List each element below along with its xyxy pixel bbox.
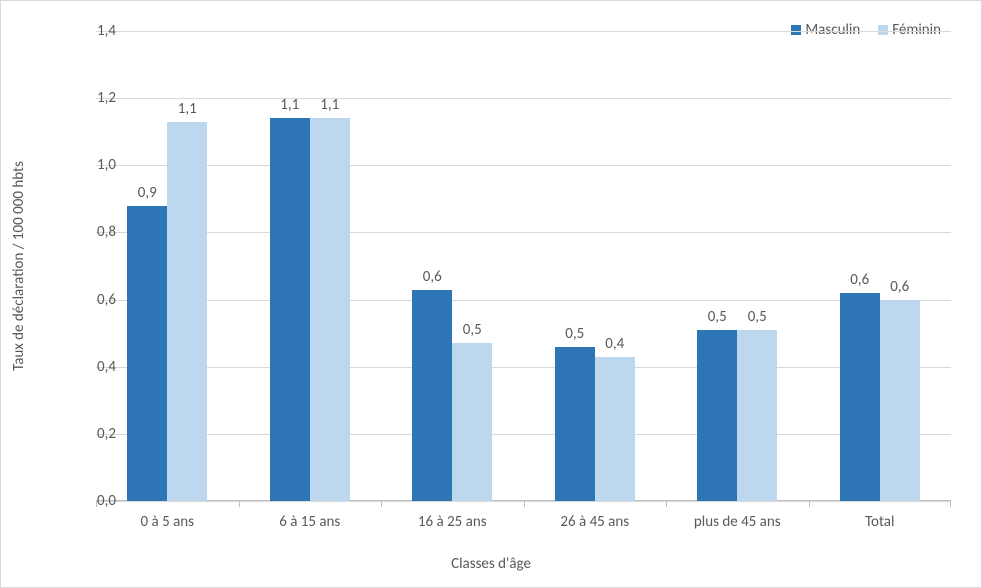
x-axis-title: Classes d'âge bbox=[451, 555, 531, 573]
bar-value-label: 0,6 bbox=[850, 271, 869, 289]
bar: 0,6 bbox=[412, 290, 452, 502]
bar-value-label: 0,6 bbox=[423, 268, 442, 286]
x-tick-mark bbox=[666, 501, 667, 507]
bar-value-label: 0,6 bbox=[890, 278, 909, 296]
y-tick-label: 1,2 bbox=[76, 89, 116, 107]
bar-value-label: 0,9 bbox=[138, 184, 157, 202]
y-tick-label: 0,0 bbox=[76, 492, 116, 510]
x-tick-label: 26 à 45 ans bbox=[560, 513, 629, 531]
x-tick-label: Total bbox=[865, 513, 894, 531]
plot-area: 0,91,10 à 5 ans1,11,16 à 15 ans0,60,516 … bbox=[96, 31, 951, 501]
bar-value-label: 0,4 bbox=[605, 335, 624, 353]
x-tick-label: 6 à 15 ans bbox=[279, 513, 340, 531]
x-tick-label: plus de 45 ans bbox=[694, 513, 781, 531]
bar-group: 0,91,10 à 5 ans bbox=[96, 31, 239, 501]
bar: 0,5 bbox=[555, 347, 595, 501]
bars-pair: 0,91,1 bbox=[127, 31, 207, 501]
y-tick-label: 0,6 bbox=[76, 291, 116, 309]
x-tick-label: 0 à 5 ans bbox=[141, 513, 195, 531]
bar: 0,5 bbox=[737, 330, 777, 501]
bar-group: 0,50,426 à 45 ans bbox=[524, 31, 667, 501]
bar: 0,5 bbox=[697, 330, 737, 501]
x-tick-mark bbox=[524, 501, 525, 507]
bar-value-label: 1,1 bbox=[178, 100, 197, 118]
y-tick-label: 0,8 bbox=[76, 223, 116, 241]
y-tick-label: 0,4 bbox=[76, 358, 116, 376]
x-tick-mark bbox=[950, 501, 951, 507]
bar: 1,1 bbox=[167, 122, 207, 501]
x-tick-label: 16 à 25 ans bbox=[418, 513, 487, 531]
x-tick-mark bbox=[809, 501, 810, 507]
bar-value-label: 0,5 bbox=[463, 321, 482, 339]
bar: 0,6 bbox=[840, 293, 880, 501]
bar-value-label: 0,5 bbox=[708, 308, 727, 326]
y-axis-title: Taux de déclaration / 100 000 hbts bbox=[10, 161, 28, 371]
bar-value-label: 0,5 bbox=[565, 325, 584, 343]
bar-value-label: 1,1 bbox=[280, 96, 299, 114]
bar-group: 0,60,6Total bbox=[809, 31, 952, 501]
bar-group: 0,50,5plus de 45 ans bbox=[666, 31, 809, 501]
bars-pair: 0,60,5 bbox=[412, 31, 492, 501]
bar: 0,5 bbox=[452, 343, 492, 501]
bars-pair: 0,50,5 bbox=[697, 31, 777, 501]
x-tick-mark bbox=[239, 501, 240, 507]
bar-groups: 0,91,10 à 5 ans1,11,16 à 15 ans0,60,516 … bbox=[96, 31, 951, 501]
bars-pair: 1,11,1 bbox=[270, 31, 350, 501]
x-tick-mark bbox=[381, 501, 382, 507]
bar: 0,6 bbox=[880, 300, 920, 501]
bar-group: 1,11,16 à 15 ans bbox=[239, 31, 382, 501]
y-tick-label: 1,4 bbox=[76, 22, 116, 40]
bar-group: 0,60,516 à 25 ans bbox=[381, 31, 524, 501]
chart-container: Masculin Féminin Taux de déclaration / 1… bbox=[0, 0, 982, 588]
bar-value-label: 0,5 bbox=[748, 308, 767, 326]
y-tick-label: 1,0 bbox=[76, 156, 116, 174]
bar: 0,9 bbox=[127, 206, 167, 501]
bar: 0,4 bbox=[595, 357, 635, 501]
bars-pair: 0,60,6 bbox=[840, 31, 920, 501]
bar: 1,1 bbox=[310, 118, 350, 501]
y-tick-label: 0,2 bbox=[76, 425, 116, 443]
bar: 1,1 bbox=[270, 118, 310, 501]
bar-value-label: 1,1 bbox=[320, 96, 339, 114]
bars-pair: 0,50,4 bbox=[555, 31, 635, 501]
